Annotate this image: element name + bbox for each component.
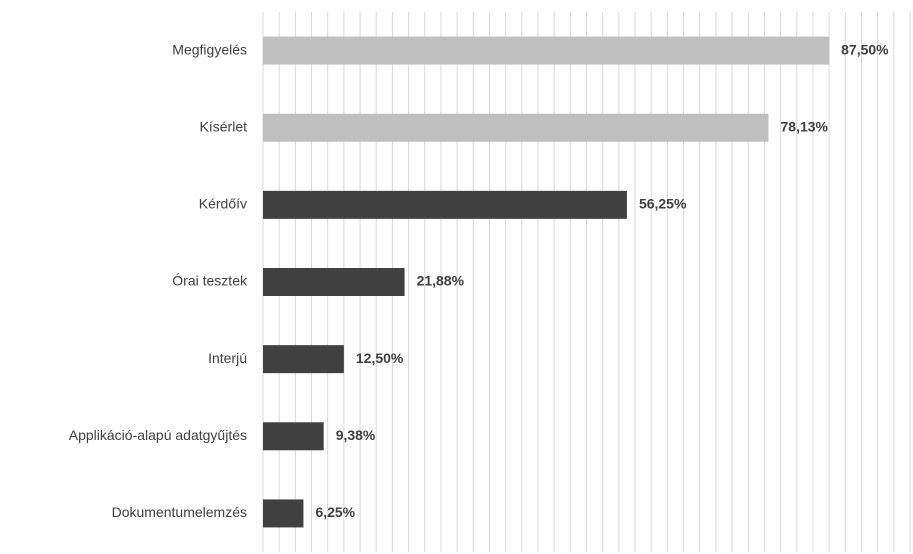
value-label: 6,25%	[315, 504, 355, 520]
bar	[263, 345, 344, 374]
value-label: 12,50%	[356, 350, 404, 366]
value-label: 9,38%	[336, 427, 376, 443]
value-label: 21,88%	[417, 273, 465, 289]
y-tick-label: Applikáció-alapú adatgyűjtés	[69, 427, 247, 443]
bar	[263, 113, 769, 142]
value-label: 56,25%	[639, 196, 687, 212]
bar	[263, 36, 830, 65]
value-label: 87,50%	[841, 41, 889, 57]
y-tick-label: Interjú	[208, 350, 247, 366]
bar	[263, 268, 405, 296]
y-tick-label: Dokumentumelemzés	[112, 504, 247, 520]
value-label: 78,13%	[781, 118, 829, 134]
y-tick-label: Kísérlet	[200, 118, 248, 134]
y-tick-label: Órai tesztek	[172, 273, 248, 289]
y-tick-label: Kérdőív	[199, 196, 247, 212]
y-tick-label: Megfigyelés	[172, 41, 247, 57]
bar	[263, 190, 627, 219]
bar	[263, 422, 324, 451]
bar	[263, 499, 304, 528]
